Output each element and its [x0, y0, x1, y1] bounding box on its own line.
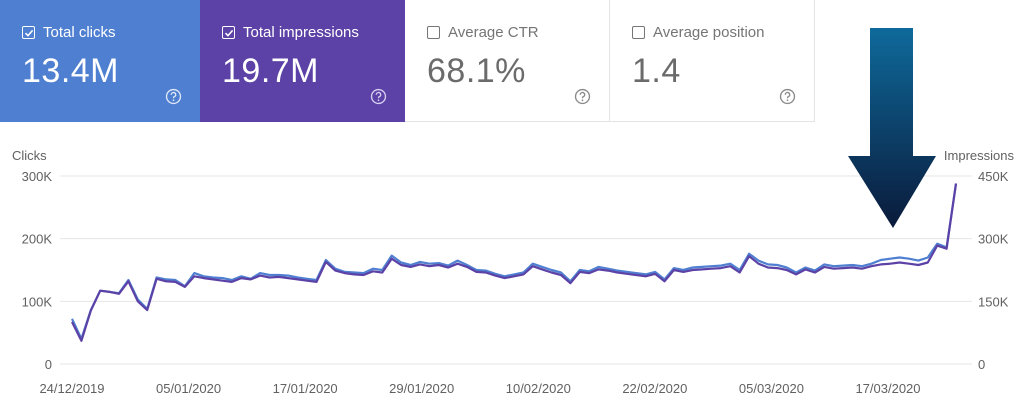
- y-left-tick-label: 200K: [22, 232, 53, 247]
- average-position-header: Average position: [632, 24, 764, 41]
- y-right-axis-title: Impressions: [944, 148, 1015, 163]
- y-right-tick-label: 0: [978, 357, 985, 372]
- total-impressions-value: 19.7M: [222, 52, 319, 90]
- total-clicks-header: Total clicks: [22, 24, 116, 41]
- help-circle-icon[interactable]: [370, 88, 387, 105]
- average-ctr-card[interactable]: Average CTR 68.1%: [405, 0, 610, 122]
- average-ctr-checkbox[interactable]: [427, 26, 440, 39]
- y-right-tick-label: 300K: [978, 232, 1009, 247]
- average-position-card[interactable]: Average position 1.4: [610, 0, 815, 122]
- clicks-series-line: [71, 183, 958, 340]
- total-impressions-checkbox[interactable]: [222, 26, 235, 39]
- help-circle-icon[interactable]: [165, 88, 182, 105]
- total-clicks-value: 13.4M: [22, 52, 119, 90]
- performance-line-chart: 0 100K 200K 300K 0 150K 300K 450K Clicks Impressi…: [12, 148, 1015, 396]
- y-left-tick-label: 100K: [22, 294, 53, 309]
- total-impressions-card[interactable]: Total impressions 19.7M: [200, 0, 405, 122]
- total-impressions-label: Total impressions: [243, 24, 359, 41]
- total-clicks-checkbox[interactable]: [22, 26, 35, 39]
- average-position-checkbox[interactable]: [632, 26, 645, 39]
- x-tick-label: 10/02/2020: [506, 381, 571, 396]
- x-tick-label: 24/12/2019: [39, 381, 104, 396]
- x-tick-label: 17/03/2020: [855, 381, 920, 396]
- checkmark-icon: [24, 29, 33, 37]
- metric-cards: Total clicks 13.4M Total impressions 19.…: [0, 0, 815, 122]
- total-clicks-label: Total clicks: [43, 24, 116, 41]
- x-tick-label: 05/03/2020: [739, 381, 804, 396]
- total-impressions-header: Total impressions: [222, 24, 359, 41]
- x-tick-label: 17/01/2020: [273, 381, 338, 396]
- y-right-tick-label: 450K: [978, 169, 1009, 184]
- average-ctr-label: Average CTR: [448, 24, 539, 41]
- y-left-tick-label: 300K: [22, 169, 53, 184]
- average-position-value: 1.4: [632, 52, 681, 90]
- y-left-axis-title: Clicks: [12, 148, 47, 163]
- y-left-tick-label: 0: [45, 357, 52, 372]
- average-ctr-value: 68.1%: [427, 52, 526, 90]
- x-tick-label: 22/02/2020: [622, 381, 687, 396]
- average-ctr-header: Average CTR: [427, 24, 539, 41]
- help-circle-icon[interactable]: [779, 88, 796, 105]
- impressions-series-line: [71, 183, 958, 342]
- y-right-tick-label: 150K: [978, 294, 1009, 309]
- checkmark-icon: [224, 29, 233, 37]
- total-clicks-card[interactable]: Total clicks 13.4M: [0, 0, 200, 122]
- x-tick-label: 29/01/2020: [389, 381, 454, 396]
- x-tick-label: 05/01/2020: [156, 381, 221, 396]
- help-circle-icon[interactable]: [574, 88, 591, 105]
- average-position-label: Average position: [653, 24, 765, 41]
